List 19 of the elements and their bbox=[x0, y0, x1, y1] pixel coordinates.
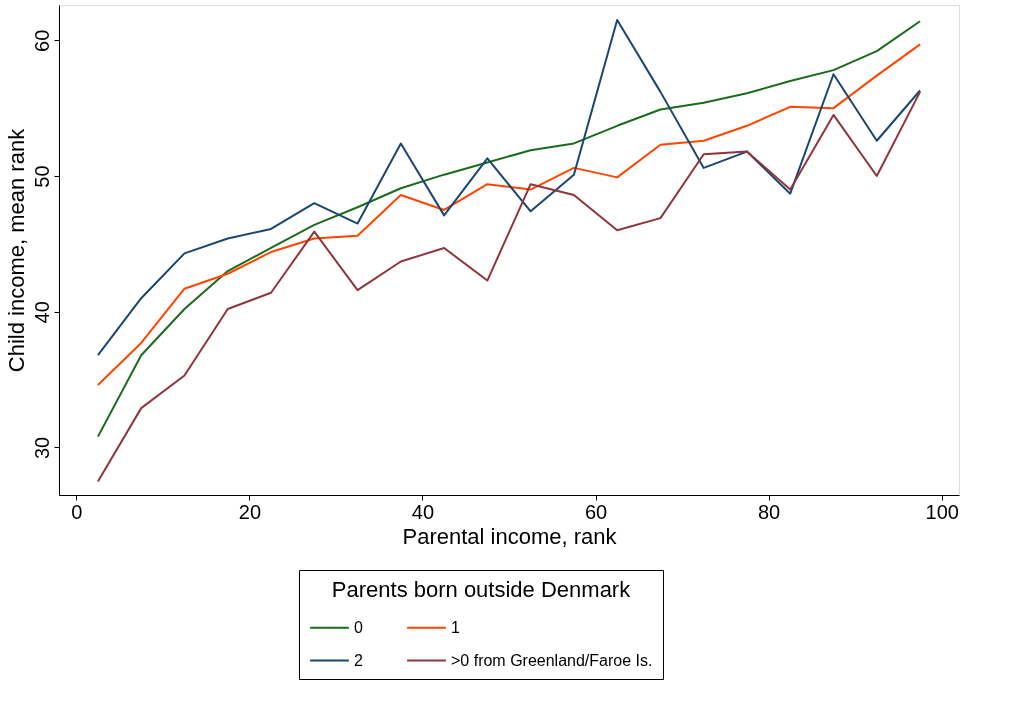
x-tick-label: 40 bbox=[411, 500, 435, 523]
x-tick-label: 100 bbox=[925, 500, 959, 523]
x-tick-label: 0 bbox=[71, 500, 83, 523]
x-axis-title: Parental income, rank bbox=[402, 523, 618, 549]
legend-label: >0 from Greenland/Faroe Is. bbox=[451, 651, 653, 669]
legend-title: Parents born outside Denmark bbox=[331, 577, 632, 602]
x-tick-label: 60 bbox=[584, 500, 608, 523]
y-tick-label: 60 bbox=[30, 29, 53, 52]
legend-label: 2 bbox=[354, 651, 363, 669]
legend-label: 1 bbox=[451, 618, 460, 636]
line-series bbox=[96, 20, 922, 438]
y-axis-title: Child income, mean rank bbox=[3, 127, 29, 373]
y-tick-label: 30 bbox=[30, 436, 53, 460]
x-tick-label: 20 bbox=[238, 500, 262, 523]
y-tick-label: 40 bbox=[30, 301, 53, 324]
y-tick-label: 50 bbox=[30, 165, 53, 188]
line-series bbox=[96, 90, 922, 483]
x-tick-label: 80 bbox=[757, 500, 781, 523]
legend-label: 0 bbox=[354, 618, 363, 636]
